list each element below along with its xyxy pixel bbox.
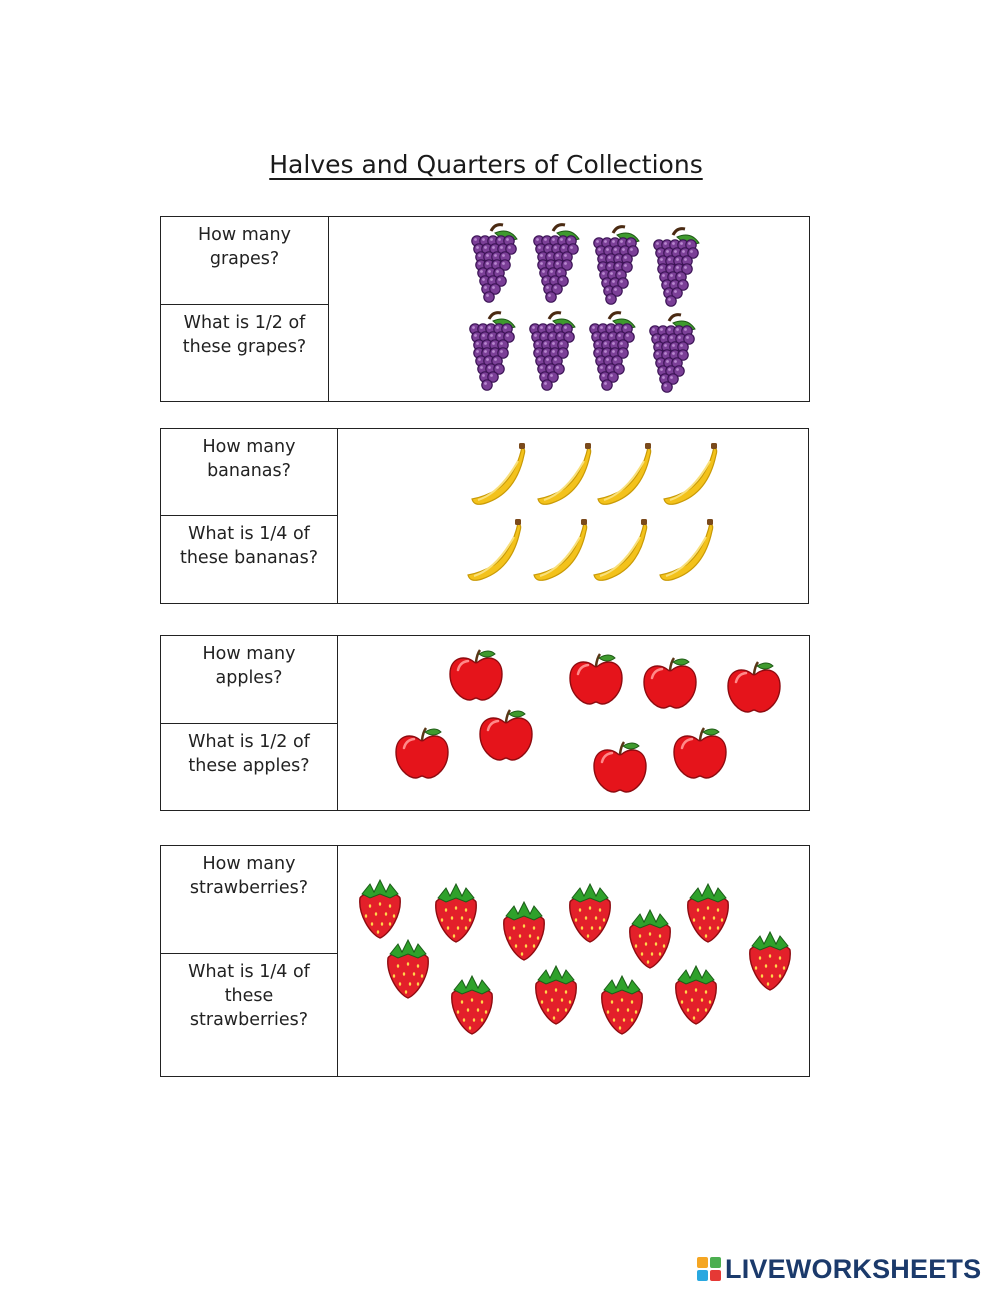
apples-picture [338, 636, 809, 810]
grape-icon [471, 223, 518, 303]
strawberries-section: How many strawberries? What is 1/4 of thes… [160, 845, 810, 1077]
grape-icon [593, 225, 640, 305]
strawberry-icon [387, 938, 429, 999]
question-quarter-strawberries: What is 1/4 of these strawberries? [188, 962, 310, 1030]
apple-icon [479, 709, 533, 761]
grape-icon [469, 311, 516, 391]
grape-icon [529, 311, 576, 391]
apple-icon [593, 741, 647, 793]
liveworksheets-logo: LIVEWORKSHEETS [697, 1253, 981, 1285]
strawberry-icon [569, 882, 611, 943]
strawberry-icon [451, 974, 493, 1035]
logo-text: LIVEWORKSHEETS [725, 1253, 982, 1284]
banana-icon [659, 519, 714, 581]
question-quarter-bananas: What is 1/4 of these bananas? [179, 524, 319, 568]
strawberry-icon [749, 930, 791, 991]
strawberry-icon [535, 964, 577, 1025]
bananas-picture [338, 429, 808, 603]
strawberry-icon [629, 908, 671, 969]
apple-icon [643, 657, 697, 709]
logo-mark-icon [697, 1257, 721, 1281]
apples-section: How many apples? What is 1/2 of these appl… [160, 635, 810, 811]
banana-icon [533, 519, 588, 581]
grape-icon [533, 223, 580, 303]
banana-icon [663, 443, 718, 505]
banana-icon [593, 519, 648, 581]
grapes-picture [329, 217, 809, 401]
question-half-grapes: What is 1/2 of these grapes? [182, 313, 307, 357]
apple-icon [395, 727, 449, 779]
strawberries-picture [338, 846, 809, 1076]
grape-icon [653, 227, 700, 307]
banana-icon [471, 443, 526, 505]
grape-icon [649, 313, 696, 393]
banana-icon [597, 443, 652, 505]
question-how-many-strawberries: How many strawberries? [161, 846, 337, 954]
grapes-section: How many grapes? What is 1/2 of these grap… [160, 216, 810, 402]
grape-icon [589, 311, 636, 391]
strawberry-icon [503, 900, 545, 961]
banana-icon [537, 443, 592, 505]
strawberry-icon [687, 882, 729, 943]
strawberry-icon [601, 974, 643, 1035]
apple-icon [673, 727, 727, 779]
apple-icon [449, 649, 503, 701]
strawberry-icon [675, 964, 717, 1025]
question-how-many-bananas: How many bananas? [161, 429, 337, 516]
bananas-section: How many bananas? What is 1/4 of these ban… [160, 428, 809, 604]
question-how-many-apples: How many apples? [161, 636, 337, 724]
question-half-apples: What is 1/2 of these apples? [188, 732, 310, 776]
apple-icon [727, 661, 781, 713]
page-title: Halves and Quarters of Collections [269, 150, 703, 179]
apple-icon [569, 653, 623, 705]
banana-icon [467, 519, 522, 581]
strawberry-icon [359, 878, 401, 939]
strawberry-icon [435, 882, 477, 943]
question-how-many-grapes: How many grapes? [161, 217, 328, 305]
